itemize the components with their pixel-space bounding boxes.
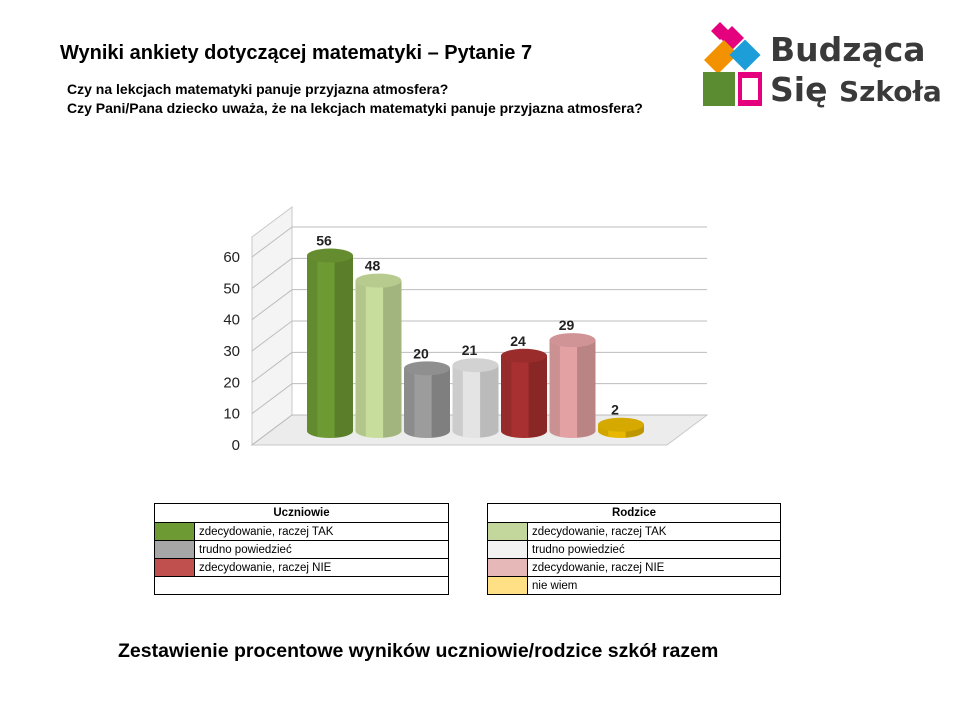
bar-top — [404, 361, 450, 376]
legend-label: trudno powiedzieć — [194, 540, 449, 559]
gridline-depth — [251, 289, 293, 321]
question-parents: Czy Pani/Pana dziecko uważa, że na lekcj… — [67, 100, 643, 116]
bar-shade-left — [549, 340, 560, 437]
y-tick-label: 40 — [223, 312, 240, 329]
slide-title: Wyniki ankiety dotyczącej matematyki – P… — [60, 42, 533, 64]
bar-shade — [528, 355, 547, 438]
logo-text-sie: Się — [770, 70, 828, 109]
legend-row: zdecydowanie, raczej TAK — [154, 522, 449, 541]
bar-shade — [480, 365, 499, 438]
gridline-depth — [251, 351, 293, 383]
legend-row: zdecydowanie, raczej NIE — [487, 558, 781, 577]
y-tick-label: 30 — [223, 343, 240, 360]
y-tick-label: 50 — [223, 280, 240, 297]
bar-shade-left — [404, 368, 415, 437]
legend-swatch — [154, 540, 195, 559]
bar-top-shade — [307, 248, 353, 263]
y-tick-label: 60 — [223, 249, 240, 266]
gridline-depth — [251, 383, 293, 415]
footer-caption: Zestawienie procentowe wyników uczniowie… — [118, 640, 719, 662]
bar-shade-left — [355, 280, 366, 437]
y-tick-label: 0 — [232, 437, 240, 454]
bar-chart: 0 10 20 30 40 50 60 56 48 20 21 24 29 2 — [223, 206, 709, 454]
legend-label: zdecydowanie, raczej TAK — [194, 522, 449, 541]
bar — [355, 280, 402, 438]
data-label: 24 — [510, 333, 526, 349]
logo-mark-icon — [703, 22, 762, 106]
bar-shade — [383, 280, 402, 438]
bar-top-shade — [501, 348, 547, 363]
data-label: 21 — [462, 342, 478, 358]
legend-label: nie wiem — [527, 576, 781, 595]
data-label: 2 — [611, 402, 619, 418]
legend-row: trudno powiedzieć — [487, 540, 781, 559]
bar-top — [549, 333, 596, 348]
gridline-depth — [251, 226, 293, 258]
legend-row: nie wiem — [487, 576, 781, 595]
bar-shade-left — [501, 355, 512, 437]
bar-shade — [334, 255, 353, 438]
gridline-depth — [251, 414, 293, 446]
logo-text-szkola: Szkoła — [838, 75, 942, 108]
legend-swatch — [487, 540, 528, 559]
legend-label: trudno powiedzieć — [527, 540, 781, 559]
legend-swatch — [154, 522, 195, 541]
bar-shade-left — [307, 255, 318, 437]
legend-parents: Rodzice zdecydowanie, raczej TAK trudno … — [487, 503, 781, 595]
legend-swatch — [487, 558, 528, 577]
legend-label: zdecydowanie, raczej NIE — [527, 558, 781, 577]
bar-top — [307, 248, 353, 263]
legend-label: zdecydowanie, raczej NIE — [194, 558, 449, 577]
data-label: 20 — [413, 345, 429, 361]
legend-swatch — [487, 576, 528, 595]
legend-row: zdecydowanie, raczej TAK — [487, 522, 781, 541]
bar — [549, 340, 596, 438]
bar-shade — [577, 340, 596, 438]
legend-parents-header: Rodzice — [487, 503, 781, 523]
legend-empty-row — [154, 576, 449, 595]
bar-shade — [431, 368, 450, 438]
logo: Budząca Się Szkoła — [698, 20, 943, 112]
y-tick-label: 10 — [223, 406, 240, 423]
bar — [404, 368, 450, 438]
bar — [307, 255, 353, 438]
bar-top-shade — [452, 358, 499, 373]
bar-top — [501, 348, 547, 363]
legend-row: trudno powiedzieć — [154, 540, 449, 559]
bar-top — [598, 417, 644, 432]
gridline-depth — [251, 320, 293, 352]
legend-swatch — [487, 522, 528, 541]
gridline-depth — [251, 257, 293, 289]
question-students: Czy na lekcjach matematyki panuje przyja… — [67, 81, 449, 97]
data-label: 29 — [559, 317, 575, 333]
y-tick-label: 20 — [223, 374, 240, 391]
logo-text-line2: Się Szkoła — [770, 70, 942, 109]
legend-students-header: Uczniowie — [154, 503, 449, 523]
bar-top-shade — [355, 273, 402, 288]
bar-top-shade — [404, 361, 450, 376]
bar-shade-left — [452, 365, 463, 437]
legend-label: zdecydowanie, raczej TAK — [527, 522, 781, 541]
bar-top-shade — [549, 333, 596, 348]
bar-top-shade — [598, 417, 644, 432]
bar-top — [452, 358, 499, 373]
logo-text-line1: Budząca — [770, 30, 926, 69]
bar — [452, 365, 499, 438]
data-label: 56 — [316, 233, 332, 249]
legend-students: Uczniowie zdecydowanie, raczej TAK trudn… — [154, 503, 449, 595]
survey-questions: Czy na lekcjach matematyki panuje przyja… — [67, 80, 647, 118]
bar-top — [355, 273, 402, 288]
legend-swatch — [154, 558, 195, 577]
legend-row: zdecydowanie, raczej NIE — [154, 558, 449, 577]
data-label: 48 — [365, 258, 381, 274]
bar — [501, 355, 547, 438]
